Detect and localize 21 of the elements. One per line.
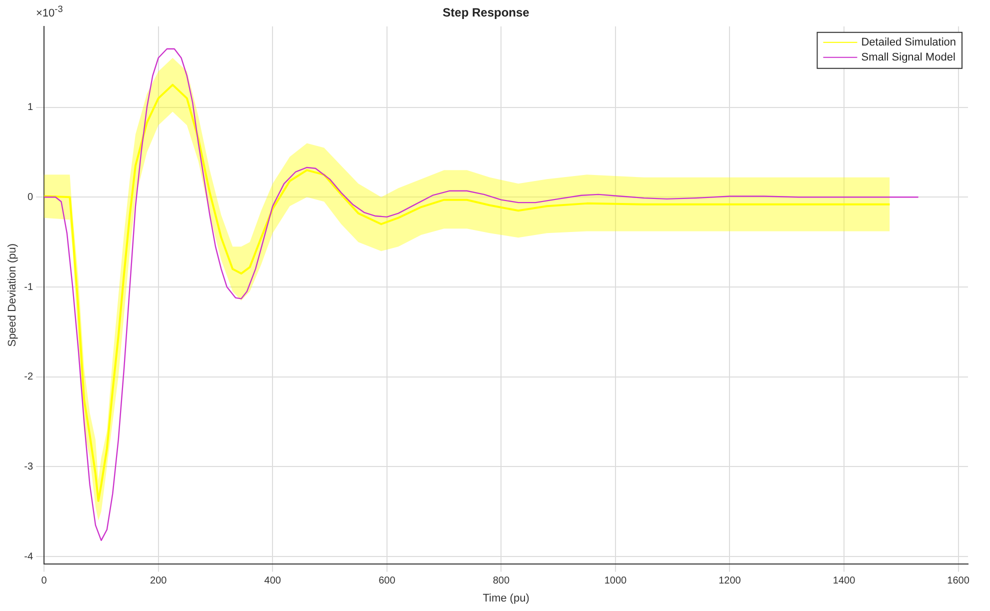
x-tick-label: 800	[492, 576, 510, 587]
x-tick-label: 600	[378, 576, 396, 587]
x-tick-label: 1600	[947, 576, 970, 587]
x-axis-title: Time (pu)	[482, 592, 530, 604]
x-tick-label: 1200	[718, 576, 742, 587]
y-tick-label: -3	[24, 461, 34, 472]
y-tick-label: -2	[24, 372, 34, 383]
x-tick-label: 400	[264, 576, 282, 587]
y-tick-label: -4	[24, 551, 34, 562]
y-tick-label: 1	[28, 102, 34, 114]
x-tick-label: 1400	[832, 576, 856, 587]
x-tick-label: 1000	[604, 576, 628, 587]
text: ×10$^{-3}$	[36, 4, 63, 20]
x-tick-label: 0	[41, 576, 48, 587]
chart-title: Step Response	[442, 6, 530, 20]
legend-label: Detailed Simulation	[861, 36, 956, 48]
y-tick-label: 0	[28, 192, 34, 203]
x-tick-label: 200	[150, 576, 168, 587]
y-axis-title: Speed Deviation (pu)	[6, 243, 19, 347]
y-tick-label: -1	[24, 282, 34, 293]
legend-label: Small Signal Model	[861, 51, 956, 64]
